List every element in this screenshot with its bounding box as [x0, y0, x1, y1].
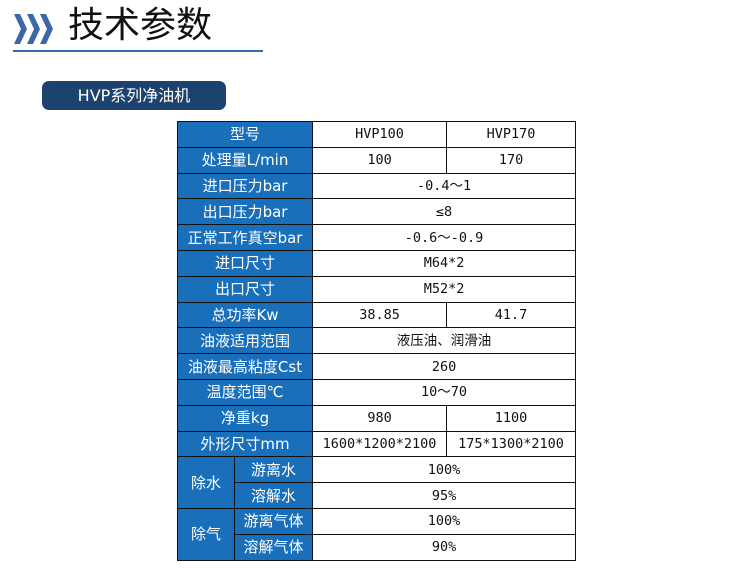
row-label: 油液最高粘度Cst [176, 353, 314, 380]
row-value: M52*2 [312, 275, 577, 303]
row-label: 游离气体 [233, 507, 314, 535]
row-label: 外形尺寸mm [176, 430, 314, 458]
row-value: ≤8 [312, 198, 577, 226]
table-row: 总功率Kw 38.85 41.7 [176, 301, 577, 329]
row-label: 油液适用范围 [176, 327, 314, 355]
section-badge: HVP系列净油机 [42, 81, 226, 110]
group-label: 除水 [177, 456, 235, 509]
table-row: 除气 游离气体 100% [177, 507, 577, 561]
row-label: 出口压力bar [176, 198, 314, 226]
table-row: 溶解气体 90% [178, 533, 577, 561]
row-value: 175*1300*2100 [446, 430, 577, 458]
row-value: 100% [312, 456, 577, 484]
table-row: 外形尺寸mm 1600*1200*2100 175*1300*2100 [176, 430, 577, 458]
table-row: 进口尺寸 M64*2 [176, 249, 577, 277]
table-row: 出口尺寸 M52*2 [176, 275, 577, 303]
row-label: 正常工作真空bar [176, 224, 314, 251]
table-row: 溶解水 95% [178, 482, 577, 509]
row-value: M64*2 [312, 249, 577, 277]
row-value: 10～70 [312, 378, 577, 406]
row-label: 温度范围℃ [176, 378, 314, 406]
table-row: 正常工作真空bar -0.6～-0.9 [176, 224, 577, 251]
table-row: 温度范围℃ 10～70 [176, 378, 577, 406]
row-value: 41.7 [446, 301, 577, 329]
table-row: 油液最高粘度Cst 260 [176, 353, 577, 380]
row-value: 90% [312, 533, 577, 561]
row-value: -0.6～-0.9 [312, 224, 577, 251]
table-row: 油液适用范围 液压油、润滑油 [176, 327, 577, 355]
row-value: 1600*1200*2100 [312, 430, 448, 458]
table-row: 进口压力bar -0.4～1 [176, 172, 577, 200]
table-row: 净重kg 980 1100 [176, 404, 577, 432]
row-value: 980 [312, 404, 448, 432]
row-label: 净重kg [176, 404, 314, 432]
row-value: 液压油、润滑油 [312, 327, 577, 355]
row-value: HVP170 [446, 121, 577, 148]
row-label: 进口压力bar [176, 172, 314, 200]
row-label: 进口尺寸 [176, 249, 314, 277]
page-title: 技术参数 [68, 5, 213, 46]
spec-table: 型号 HVP100 HVP170 处理量L/min 100 170 进口压力bar -0.4～… [176, 121, 577, 561]
row-value: 38.85 [312, 301, 448, 329]
table-row: 型号 HVP100 HVP170 [176, 121, 577, 148]
row-value: 170 [446, 146, 577, 174]
row-value: -0.4～1 [312, 172, 577, 200]
table-row: 出口压力bar ≤8 [176, 198, 577, 226]
group-label: 除气 [177, 507, 235, 561]
row-label: 型号 [176, 121, 314, 148]
row-value: 100 [312, 146, 448, 174]
row-label: 总功率Kw [176, 301, 314, 329]
row-label: 出口尺寸 [176, 275, 314, 303]
row-value: 100% [312, 507, 577, 535]
triple-chevron-right-icon [14, 14, 53, 44]
title-underline [13, 50, 263, 52]
row-label: 溶解气体 [233, 533, 314, 561]
row-value: 95% [312, 482, 577, 509]
table-row: 处理量L/min 100 170 [176, 146, 577, 174]
row-label: 游离水 [233, 456, 314, 484]
row-label: 处理量L/min [176, 146, 314, 174]
row-value: HVP100 [312, 121, 448, 148]
row-label: 溶解水 [233, 482, 314, 509]
table-row: 除水 游离水 100% [177, 456, 577, 509]
row-value: 260 [312, 353, 577, 380]
row-value: 1100 [446, 404, 577, 432]
